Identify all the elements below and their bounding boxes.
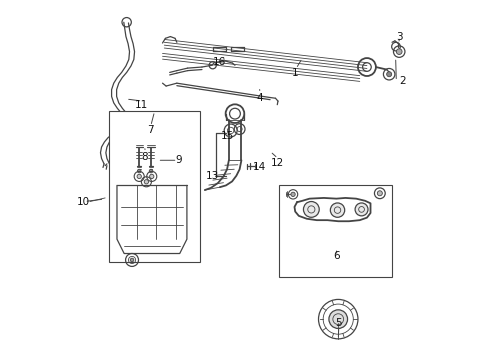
Text: 15: 15 [220, 131, 234, 141]
Bar [279, 185, 392, 277]
Circle shape [149, 174, 154, 179]
Text: 1: 1 [292, 68, 298, 78]
Text: 3: 3 [396, 32, 402, 41]
Circle shape [330, 203, 344, 217]
Text: 14: 14 [253, 162, 266, 172]
Text: 16: 16 [213, 57, 226, 67]
Bar [109, 111, 200, 262]
Text: 5: 5 [335, 319, 342, 328]
Circle shape [377, 191, 382, 196]
Text: 7: 7 [147, 125, 153, 135]
Circle shape [291, 192, 295, 197]
Text: 11: 11 [134, 100, 147, 110]
Circle shape [144, 180, 148, 184]
Text: 13: 13 [206, 171, 220, 181]
Circle shape [137, 169, 141, 173]
Text: 2: 2 [399, 76, 406, 86]
Circle shape [130, 258, 134, 262]
Circle shape [303, 202, 319, 217]
Circle shape [329, 310, 347, 328]
Text: 8: 8 [141, 152, 148, 162]
Text: 9: 9 [175, 155, 182, 165]
Text: 12: 12 [270, 158, 284, 168]
Circle shape [149, 169, 153, 173]
Circle shape [355, 203, 368, 216]
Circle shape [396, 49, 402, 54]
Text: 4: 4 [256, 93, 263, 103]
Circle shape [387, 72, 392, 77]
Circle shape [137, 174, 141, 179]
Text: 10: 10 [77, 197, 90, 207]
Text: 6: 6 [333, 251, 340, 261]
